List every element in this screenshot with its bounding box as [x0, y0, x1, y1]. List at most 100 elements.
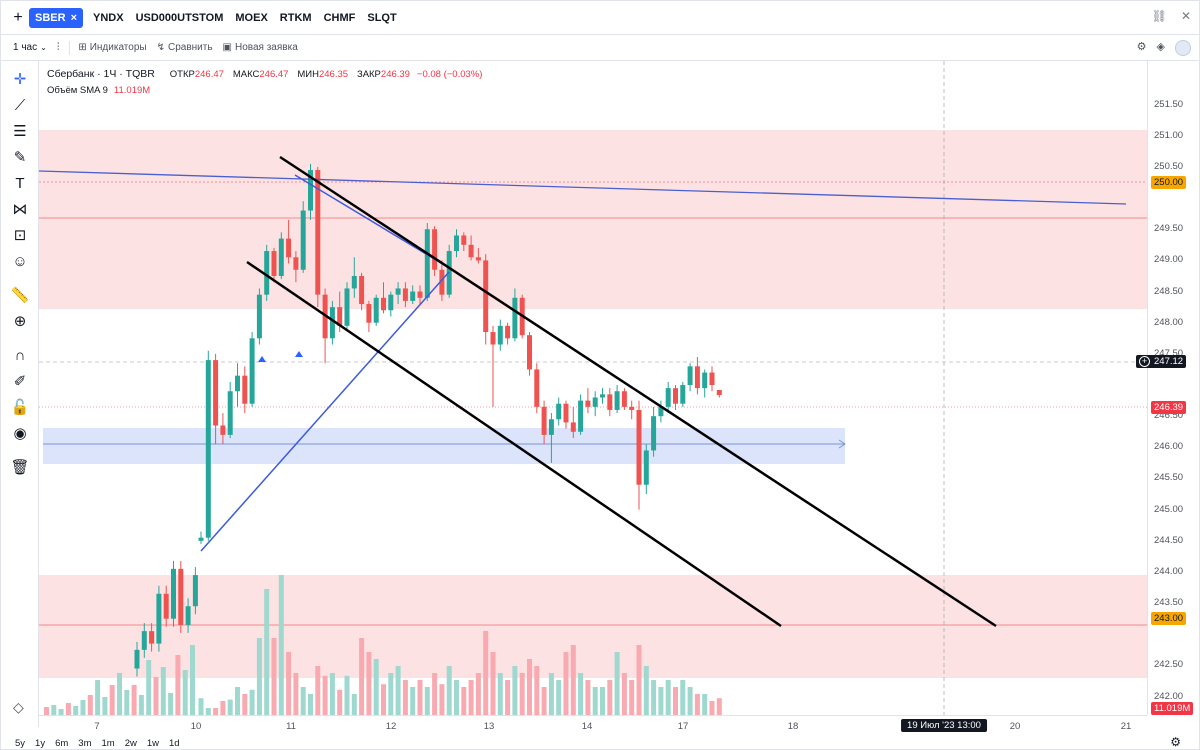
symbol-name: Сбербанк · 1Ч · TQBR	[47, 68, 155, 80]
price-axis[interactable]: 251.50 251.00 250.50 249.50 249.00 248.50 248.…	[1136, 61, 1199, 715]
volume-badge: 11.019M	[1151, 702, 1194, 715]
candle	[600, 394, 605, 398]
range-6m[interactable]: 6m	[55, 737, 69, 749]
channel-upper-line[interactable]	[279, 155, 997, 628]
crosshair-price: 247.12	[1154, 356, 1184, 367]
trend-line-icon[interactable]: ⟋	[14, 96, 26, 114]
price-tick: 249.00	[1154, 254, 1184, 266]
candle	[185, 606, 191, 625]
compare-icon: ↯	[156, 42, 165, 53]
trash-icon[interactable]: 🗑	[10, 459, 30, 476]
tab-usd000utstom[interactable]: USD000UTSTOM	[135, 11, 224, 24]
add-tab-icon[interactable]: +	[13, 8, 23, 26]
range-5y[interactable]: 5y	[15, 737, 26, 749]
candle	[156, 593, 162, 644]
volume-bar	[424, 687, 430, 715]
candle	[344, 288, 350, 326]
candle	[308, 170, 313, 211]
range-1y[interactable]: 1y	[35, 737, 46, 749]
long-blue-trendline[interactable]	[39, 170, 1127, 205]
candle	[213, 360, 219, 426]
volume-bar	[44, 707, 49, 715]
volume-bar	[278, 575, 284, 715]
gear-icon[interactable]: ⚙	[1136, 41, 1147, 53]
tab-chmf[interactable]: CHMF	[323, 11, 356, 24]
change-value: −0.08 (−0.03%)	[416, 69, 483, 80]
candle	[351, 275, 357, 289]
eye-icon[interactable]: ◉	[13, 425, 27, 442]
pattern-icon[interactable]: ⋈	[12, 201, 28, 218]
layers-icon[interactable]: ◈	[1156, 41, 1165, 53]
candle	[687, 366, 693, 386]
measure-icon[interactable]: ⊡	[13, 227, 27, 244]
volume-bars	[44, 575, 722, 715]
object-tree-icon[interactable]: ◇	[13, 699, 24, 715]
text-icon[interactable]: T	[15, 174, 25, 192]
volume-bar	[344, 675, 350, 715]
compare-button[interactable]: ↯ Сравнить	[157, 42, 213, 53]
price-chart[interactable]	[39, 61, 1147, 715]
range-1d[interactable]: 1d	[169, 737, 180, 749]
brush-icon[interactable]: ✎	[13, 149, 27, 166]
volume-legend: Объём SMA 9 11.019M	[47, 85, 150, 96]
volume-bar	[395, 666, 401, 715]
volume-bar	[600, 687, 605, 715]
avatar[interactable]	[1175, 40, 1191, 56]
chart-type-button[interactable]: ⫶	[57, 42, 60, 53]
range-3m[interactable]: 3m	[78, 737, 92, 749]
crosshair-icon[interactable]: ✛	[13, 71, 27, 88]
new-order-button[interactable]: ▣ Новая заявка	[223, 42, 298, 53]
candle	[205, 360, 211, 538]
volume-bar	[58, 709, 64, 715]
candle	[366, 304, 372, 323]
settings-icon[interactable]: ⚙	[1170, 735, 1181, 749]
link-icon[interactable]: ⛓	[1151, 9, 1167, 23]
fib-icon[interactable]: ☰	[13, 123, 27, 140]
drawings[interactable]	[39, 155, 1127, 628]
tab-moex[interactable]: MOEX	[235, 11, 268, 24]
tab-yndx[interactable]: YNDX	[93, 11, 124, 24]
volume-bar	[687, 687, 693, 715]
volume-bar	[658, 687, 664, 715]
range-2w[interactable]: 2w	[124, 737, 137, 749]
candle	[607, 394, 613, 410]
indicators-button[interactable]: ⊞ Индикаторы	[78, 42, 146, 53]
candle	[432, 229, 438, 270]
zoom-icon[interactable]: ⊕	[13, 313, 27, 330]
candle	[483, 260, 489, 333]
crosshair-price-badge: +247.12	[1136, 355, 1187, 368]
blue-rising-line[interactable]	[200, 271, 450, 552]
volume-bar	[117, 673, 122, 715]
open-value: 246.47	[194, 69, 224, 80]
drawing-toolbar: ✛ ⟋ ☰ ✎ T ⋈ ⊡ ☺ 📏 ⊕ ∩ ✐ 🔓 ◉ 🗑	[1, 61, 39, 727]
emoji-icon[interactable]: ☺	[12, 252, 28, 270]
candle	[643, 450, 649, 485]
levels	[39, 61, 1147, 715]
candle	[373, 297, 379, 323]
close-icon[interactable]: ×	[70, 11, 77, 24]
magnet-icon[interactable]: ∩	[14, 346, 26, 364]
ruler-icon[interactable]: 📏	[10, 287, 30, 304]
range-bar: 5y 1y 6m 3m 1m 2w 1w 1d ⚙	[1, 735, 1199, 750]
close-icon[interactable]: ✕	[1180, 9, 1191, 23]
range-1m[interactable]: 1m	[101, 737, 115, 749]
volume-bar	[381, 684, 386, 715]
range-1w[interactable]: 1w	[146, 737, 160, 749]
time-tick: 7	[94, 721, 100, 732]
channel-lower-line[interactable]	[246, 260, 782, 628]
candle	[337, 307, 343, 326]
tab-slqt[interactable]: SLQT	[367, 11, 397, 24]
candle	[468, 244, 474, 258]
tab-rtkm[interactable]: RTKM	[279, 11, 312, 24]
symbol-tabbar: + SBER × YNDX USD000UTSTOM MOEX RTKM CHMF…	[1, 1, 1199, 35]
candle	[475, 257, 481, 261]
chevron-down-icon: ⌄	[40, 43, 47, 52]
demand-arrow	[838, 439, 846, 449]
time-axis[interactable]: 7 10 11 12 13 14 17 18 19 Июл '23 13:00 …	[39, 715, 1147, 735]
candle	[629, 406, 635, 410]
tab-sber[interactable]: SBER ×	[29, 7, 83, 28]
lock-drawing-icon[interactable]: ✐	[13, 373, 27, 390]
interval-select[interactable]: 1 час ⌄	[13, 42, 47, 53]
volume-bar	[73, 706, 79, 715]
lock-icon[interactable]: 🔓	[10, 399, 30, 416]
